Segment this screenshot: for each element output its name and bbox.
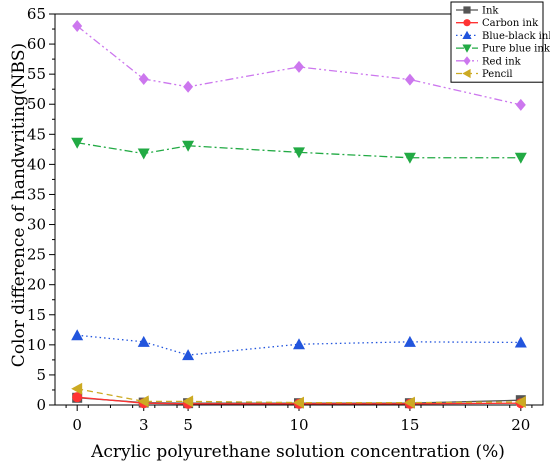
legend-marker-red-ink xyxy=(463,56,471,66)
legend-label-carbon-ink: Carbon ink xyxy=(482,18,539,29)
data-point-blue-black-ink xyxy=(514,336,527,348)
data-point-pencil xyxy=(293,396,304,409)
x-tick-label: 20 xyxy=(511,416,530,434)
data-point-red-ink xyxy=(183,80,194,93)
y-tick-label: 60 xyxy=(27,35,46,53)
legend-marker-carbon-ink xyxy=(463,19,471,27)
data-point-red-ink xyxy=(138,72,149,85)
data-point-pure-blue-ink xyxy=(137,148,150,160)
y-tick-label: 50 xyxy=(27,95,46,113)
data-point-blue-black-ink xyxy=(182,349,195,361)
data-point-pencil xyxy=(71,382,83,395)
x-tick-label: 0 xyxy=(72,416,82,434)
data-point-pure-blue-ink xyxy=(403,152,416,164)
data-point-pure-blue-ink xyxy=(71,137,84,149)
y-tick-label: 55 xyxy=(27,65,46,83)
y-tick-label: 5 xyxy=(36,366,46,384)
x-tick-label: 5 xyxy=(183,416,193,434)
legend-marker-blue-black-ink xyxy=(462,30,472,39)
legend-marker-ink xyxy=(463,6,471,14)
data-point-pencil xyxy=(514,395,526,408)
y-tick-label: 35 xyxy=(27,185,46,203)
x-tick-label: 10 xyxy=(289,416,308,434)
legend-label-ink: Ink xyxy=(482,6,499,17)
series-line-carbon-ink xyxy=(77,396,521,405)
legend-label-blue-black-ink: Blue-black ink xyxy=(482,31,550,42)
x-tick-label: 3 xyxy=(139,416,149,434)
data-point-blue-black-ink xyxy=(403,335,416,347)
series-line-pure-blue-ink xyxy=(77,142,521,159)
data-point-pencil xyxy=(137,395,149,408)
y-tick-label: 20 xyxy=(27,276,46,294)
series-red-ink xyxy=(72,20,526,111)
legend-label-red-ink: Red ink xyxy=(482,56,522,67)
data-point-pure-blue-ink xyxy=(293,147,305,159)
y-tick-label: 25 xyxy=(27,246,46,264)
x-axis: 0 3 5 10 15 20 xyxy=(65,405,533,434)
data-point-pencil xyxy=(182,395,194,408)
series-line-pencil xyxy=(77,388,521,404)
legend-box xyxy=(450,1,544,83)
y-tick-label: 15 xyxy=(27,306,46,324)
x-tick-label: 15 xyxy=(400,416,419,434)
series-line-red-ink xyxy=(76,25,521,106)
data-point-blue-black-ink xyxy=(137,335,150,347)
data-point-pencil xyxy=(403,396,415,409)
y-tick-label: 0 xyxy=(36,396,46,414)
y-tick-label: 65 xyxy=(27,5,46,23)
data-point-carbon-ink xyxy=(72,392,83,403)
legend-marker-pencil xyxy=(462,68,471,79)
data-point-red-ink xyxy=(294,60,304,73)
data-point-red-ink xyxy=(72,20,83,33)
y-axis-title: Color difference of handwriting(NBS) xyxy=(9,43,29,367)
legend-label-pure-blue-ink: Pure blue ink xyxy=(482,44,550,55)
legend-marker-pure-blue-ink xyxy=(462,44,472,53)
x-axis-title: Acrylic polyurethane solution concentrat… xyxy=(90,442,505,462)
data-point-red-ink xyxy=(515,98,526,111)
data-point-blue-black-ink xyxy=(71,329,84,341)
y-tick-label: 30 xyxy=(27,216,46,234)
data-point-blue-black-ink xyxy=(293,338,305,350)
data-point-pure-blue-ink xyxy=(514,152,527,164)
data-point-red-ink xyxy=(404,73,415,86)
data-point-pure-blue-ink xyxy=(182,140,195,152)
legend-label-pencil: Pencil xyxy=(482,69,513,80)
y-tick-label: 45 xyxy=(27,125,46,143)
y-tick-label: 10 xyxy=(27,336,46,354)
series-layer xyxy=(71,20,527,409)
y-axis: 0 5 10 15 20 25 30 35 40 45 50 55 60 65 xyxy=(27,5,55,414)
y-tick-label: 40 xyxy=(27,155,46,173)
series-blue-black-ink xyxy=(71,329,527,361)
series-pencil xyxy=(71,382,526,409)
series-pure-blue-ink xyxy=(71,137,527,164)
